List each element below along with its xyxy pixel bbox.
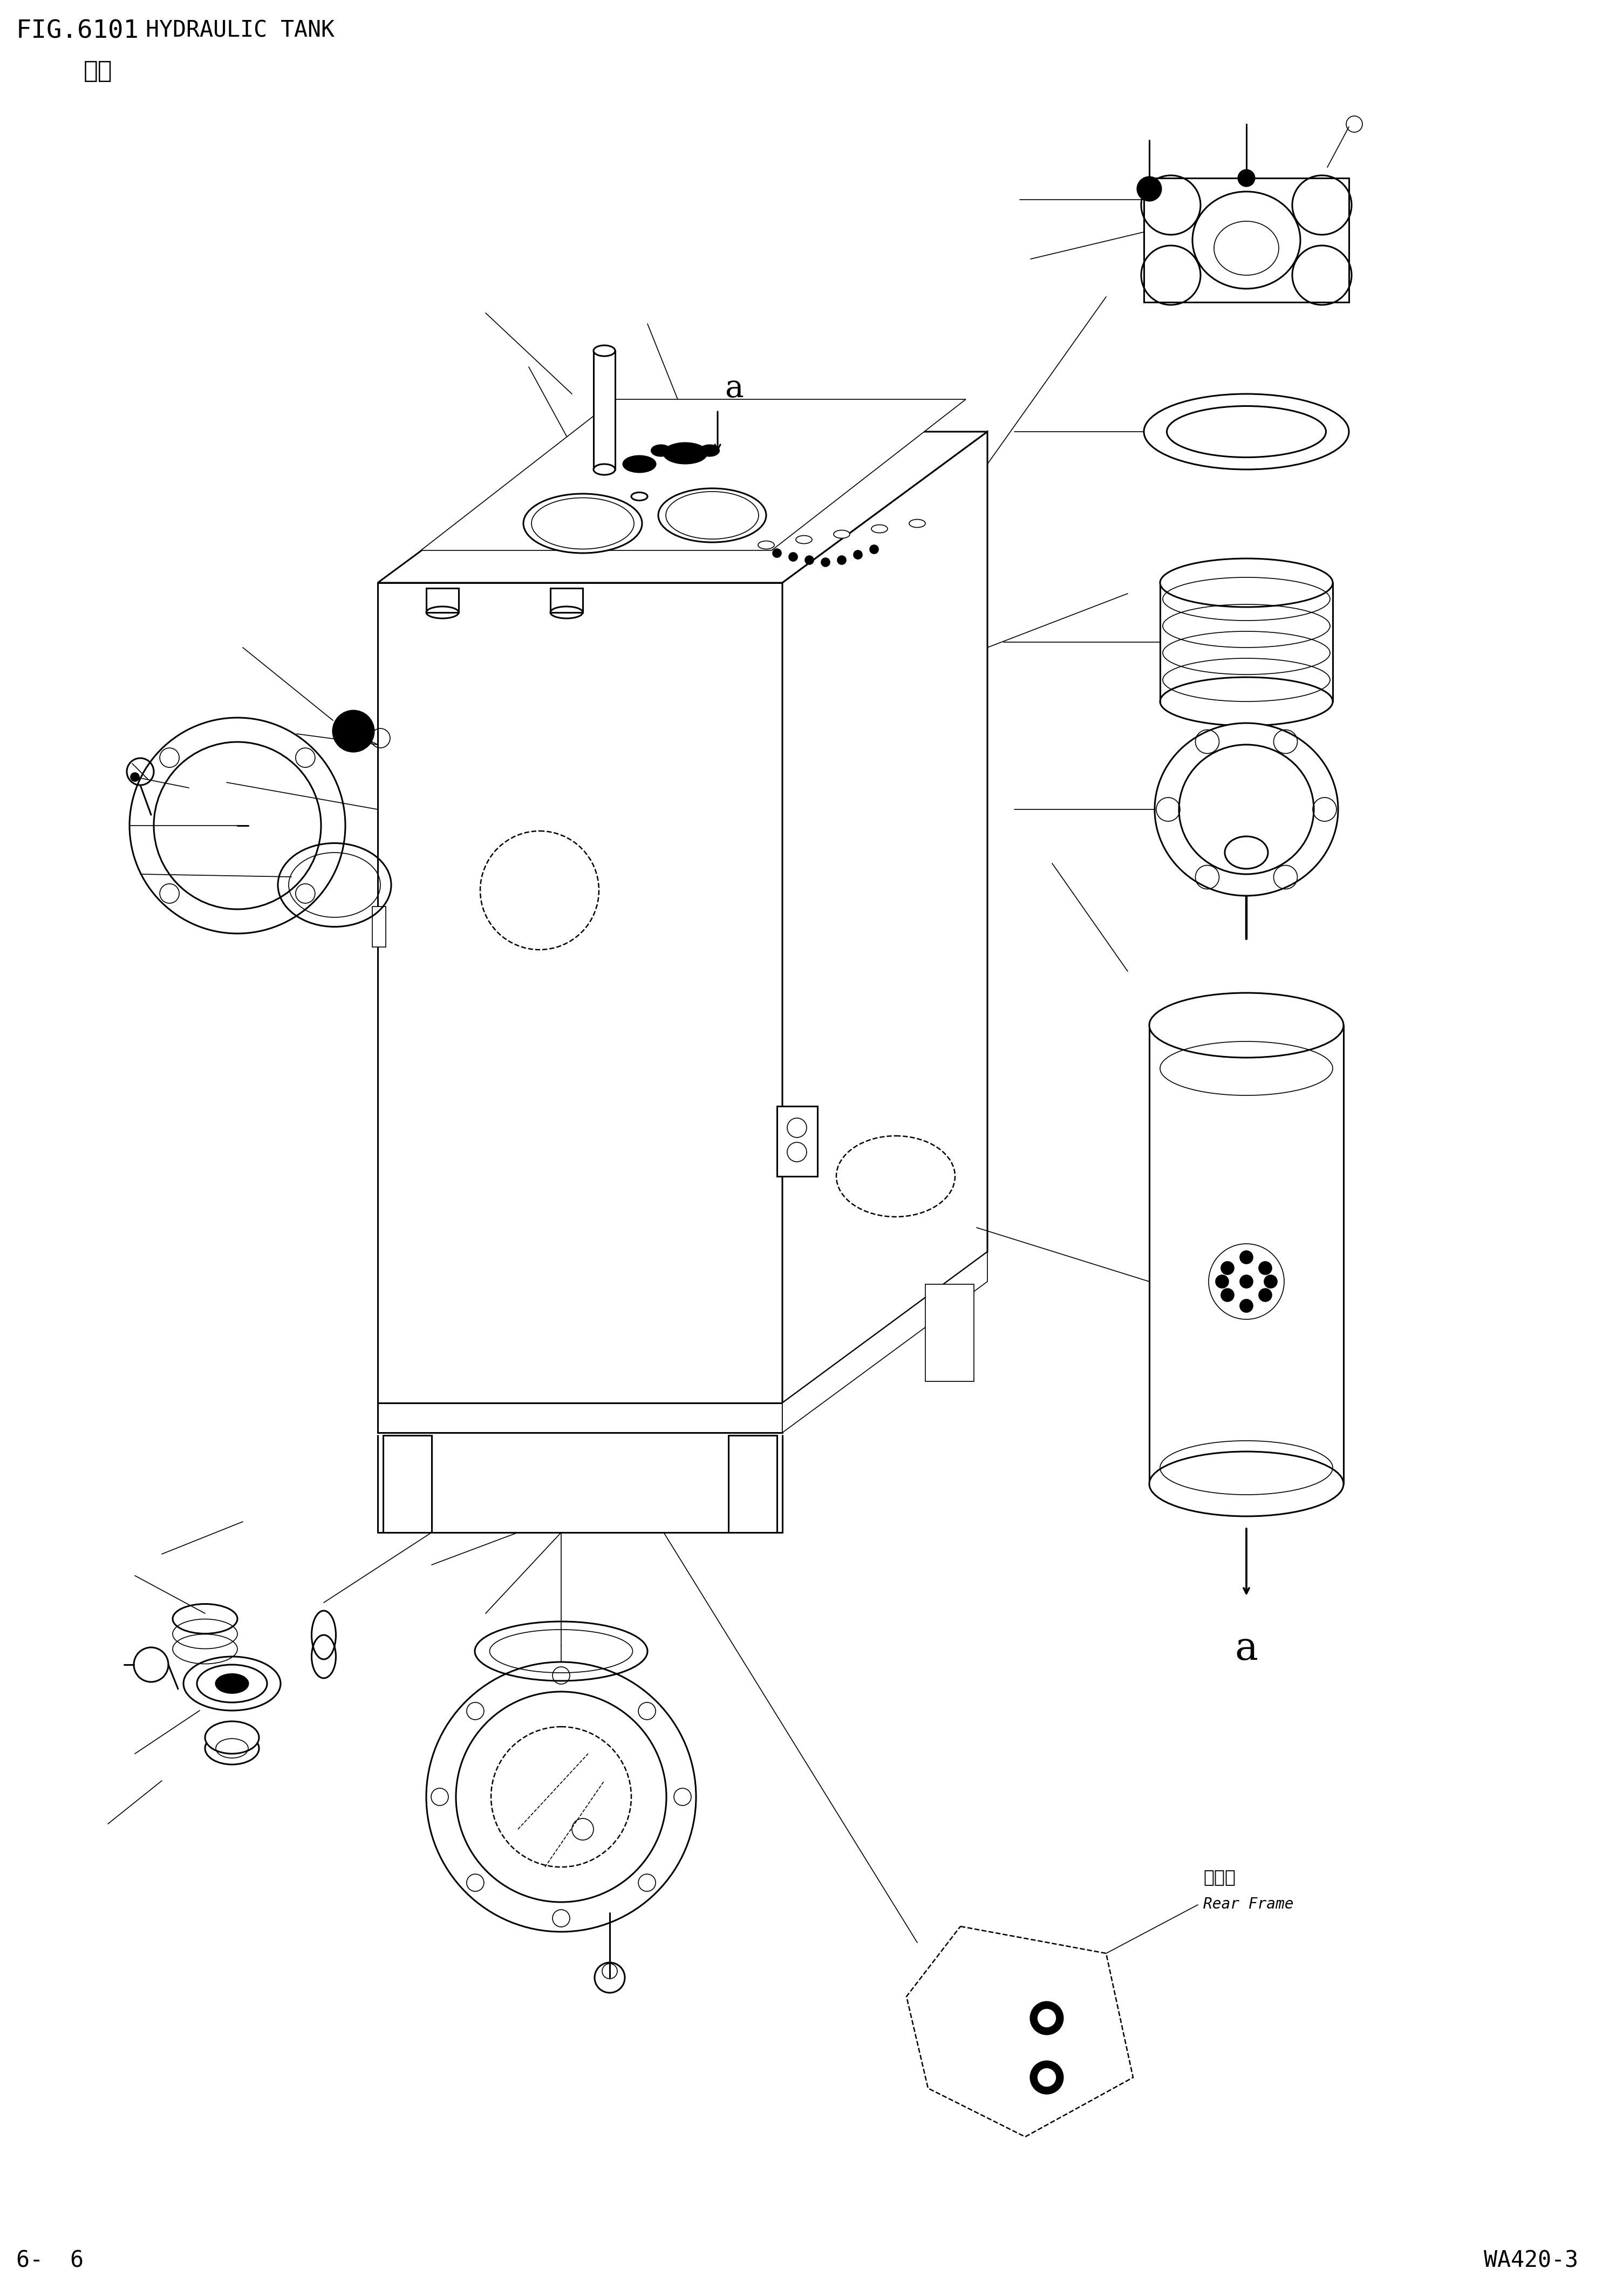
Ellipse shape [659, 489, 766, 542]
Polygon shape [782, 1251, 987, 1433]
Circle shape [333, 712, 373, 751]
Circle shape [1031, 2062, 1063, 2094]
Ellipse shape [909, 519, 925, 528]
Ellipse shape [204, 1731, 260, 1766]
Circle shape [1240, 1251, 1253, 1263]
Circle shape [1238, 170, 1255, 186]
Ellipse shape [631, 491, 648, 501]
Circle shape [1031, 2002, 1063, 2034]
Circle shape [130, 774, 140, 781]
Bar [729, 1435, 777, 1531]
Text: Rear Frame: Rear Frame [1203, 1896, 1294, 1913]
Polygon shape [1144, 179, 1349, 303]
Ellipse shape [834, 530, 850, 537]
Circle shape [821, 558, 829, 567]
Bar [550, 588, 583, 613]
Text: 6-  6: 6- 6 [16, 2250, 84, 2271]
Ellipse shape [1149, 1451, 1344, 1515]
Polygon shape [782, 432, 987, 1403]
Polygon shape [378, 432, 987, 583]
Circle shape [1220, 1288, 1233, 1302]
Ellipse shape [651, 445, 670, 457]
Ellipse shape [700, 445, 719, 457]
Polygon shape [378, 1403, 782, 1433]
Bar [427, 588, 459, 613]
Text: HYDRAULIC TANK: HYDRAULIC TANK [146, 18, 334, 41]
Ellipse shape [758, 542, 774, 549]
Circle shape [773, 549, 781, 558]
Circle shape [1259, 1261, 1272, 1274]
Bar [383, 1435, 432, 1531]
Ellipse shape [1149, 992, 1344, 1058]
Ellipse shape [523, 494, 643, 553]
Circle shape [789, 553, 797, 560]
Bar [594, 351, 615, 468]
Polygon shape [420, 400, 966, 551]
Circle shape [1240, 1300, 1253, 1313]
Text: 油筱: 油筱 [84, 60, 112, 83]
Circle shape [854, 551, 862, 558]
Circle shape [1220, 1261, 1233, 1274]
Ellipse shape [183, 1658, 281, 1711]
Bar [777, 1107, 818, 1176]
Ellipse shape [795, 535, 812, 544]
Circle shape [1216, 1274, 1229, 1288]
Ellipse shape [664, 443, 708, 464]
Text: a: a [724, 374, 743, 404]
Circle shape [1259, 1288, 1272, 1302]
Text: WA420-3: WA420-3 [1483, 2250, 1578, 2271]
Polygon shape [378, 583, 782, 1403]
Ellipse shape [216, 1674, 248, 1692]
Ellipse shape [204, 1722, 260, 1754]
Bar [372, 907, 386, 946]
Circle shape [1264, 1274, 1277, 1288]
Ellipse shape [872, 526, 888, 533]
Circle shape [1037, 2069, 1057, 2087]
Text: a: a [1235, 1630, 1258, 1667]
Bar [925, 1283, 974, 1382]
Circle shape [837, 556, 846, 565]
Circle shape [1240, 1274, 1253, 1288]
Ellipse shape [1225, 836, 1268, 868]
Ellipse shape [594, 464, 615, 475]
Circle shape [805, 556, 813, 565]
Ellipse shape [594, 344, 615, 356]
Polygon shape [907, 1926, 1133, 2138]
Circle shape [1138, 177, 1160, 200]
Ellipse shape [623, 457, 656, 473]
Circle shape [1037, 2009, 1057, 2027]
Text: FIG.6101: FIG.6101 [16, 18, 140, 44]
Text: 后车架: 后车架 [1203, 1869, 1235, 1885]
Circle shape [870, 544, 878, 553]
Ellipse shape [1154, 723, 1337, 895]
Ellipse shape [1160, 558, 1332, 606]
